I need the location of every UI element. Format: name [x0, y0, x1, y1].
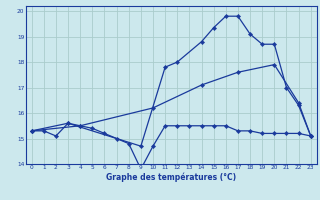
X-axis label: Graphe des températures (°C): Graphe des températures (°C) — [106, 172, 236, 182]
